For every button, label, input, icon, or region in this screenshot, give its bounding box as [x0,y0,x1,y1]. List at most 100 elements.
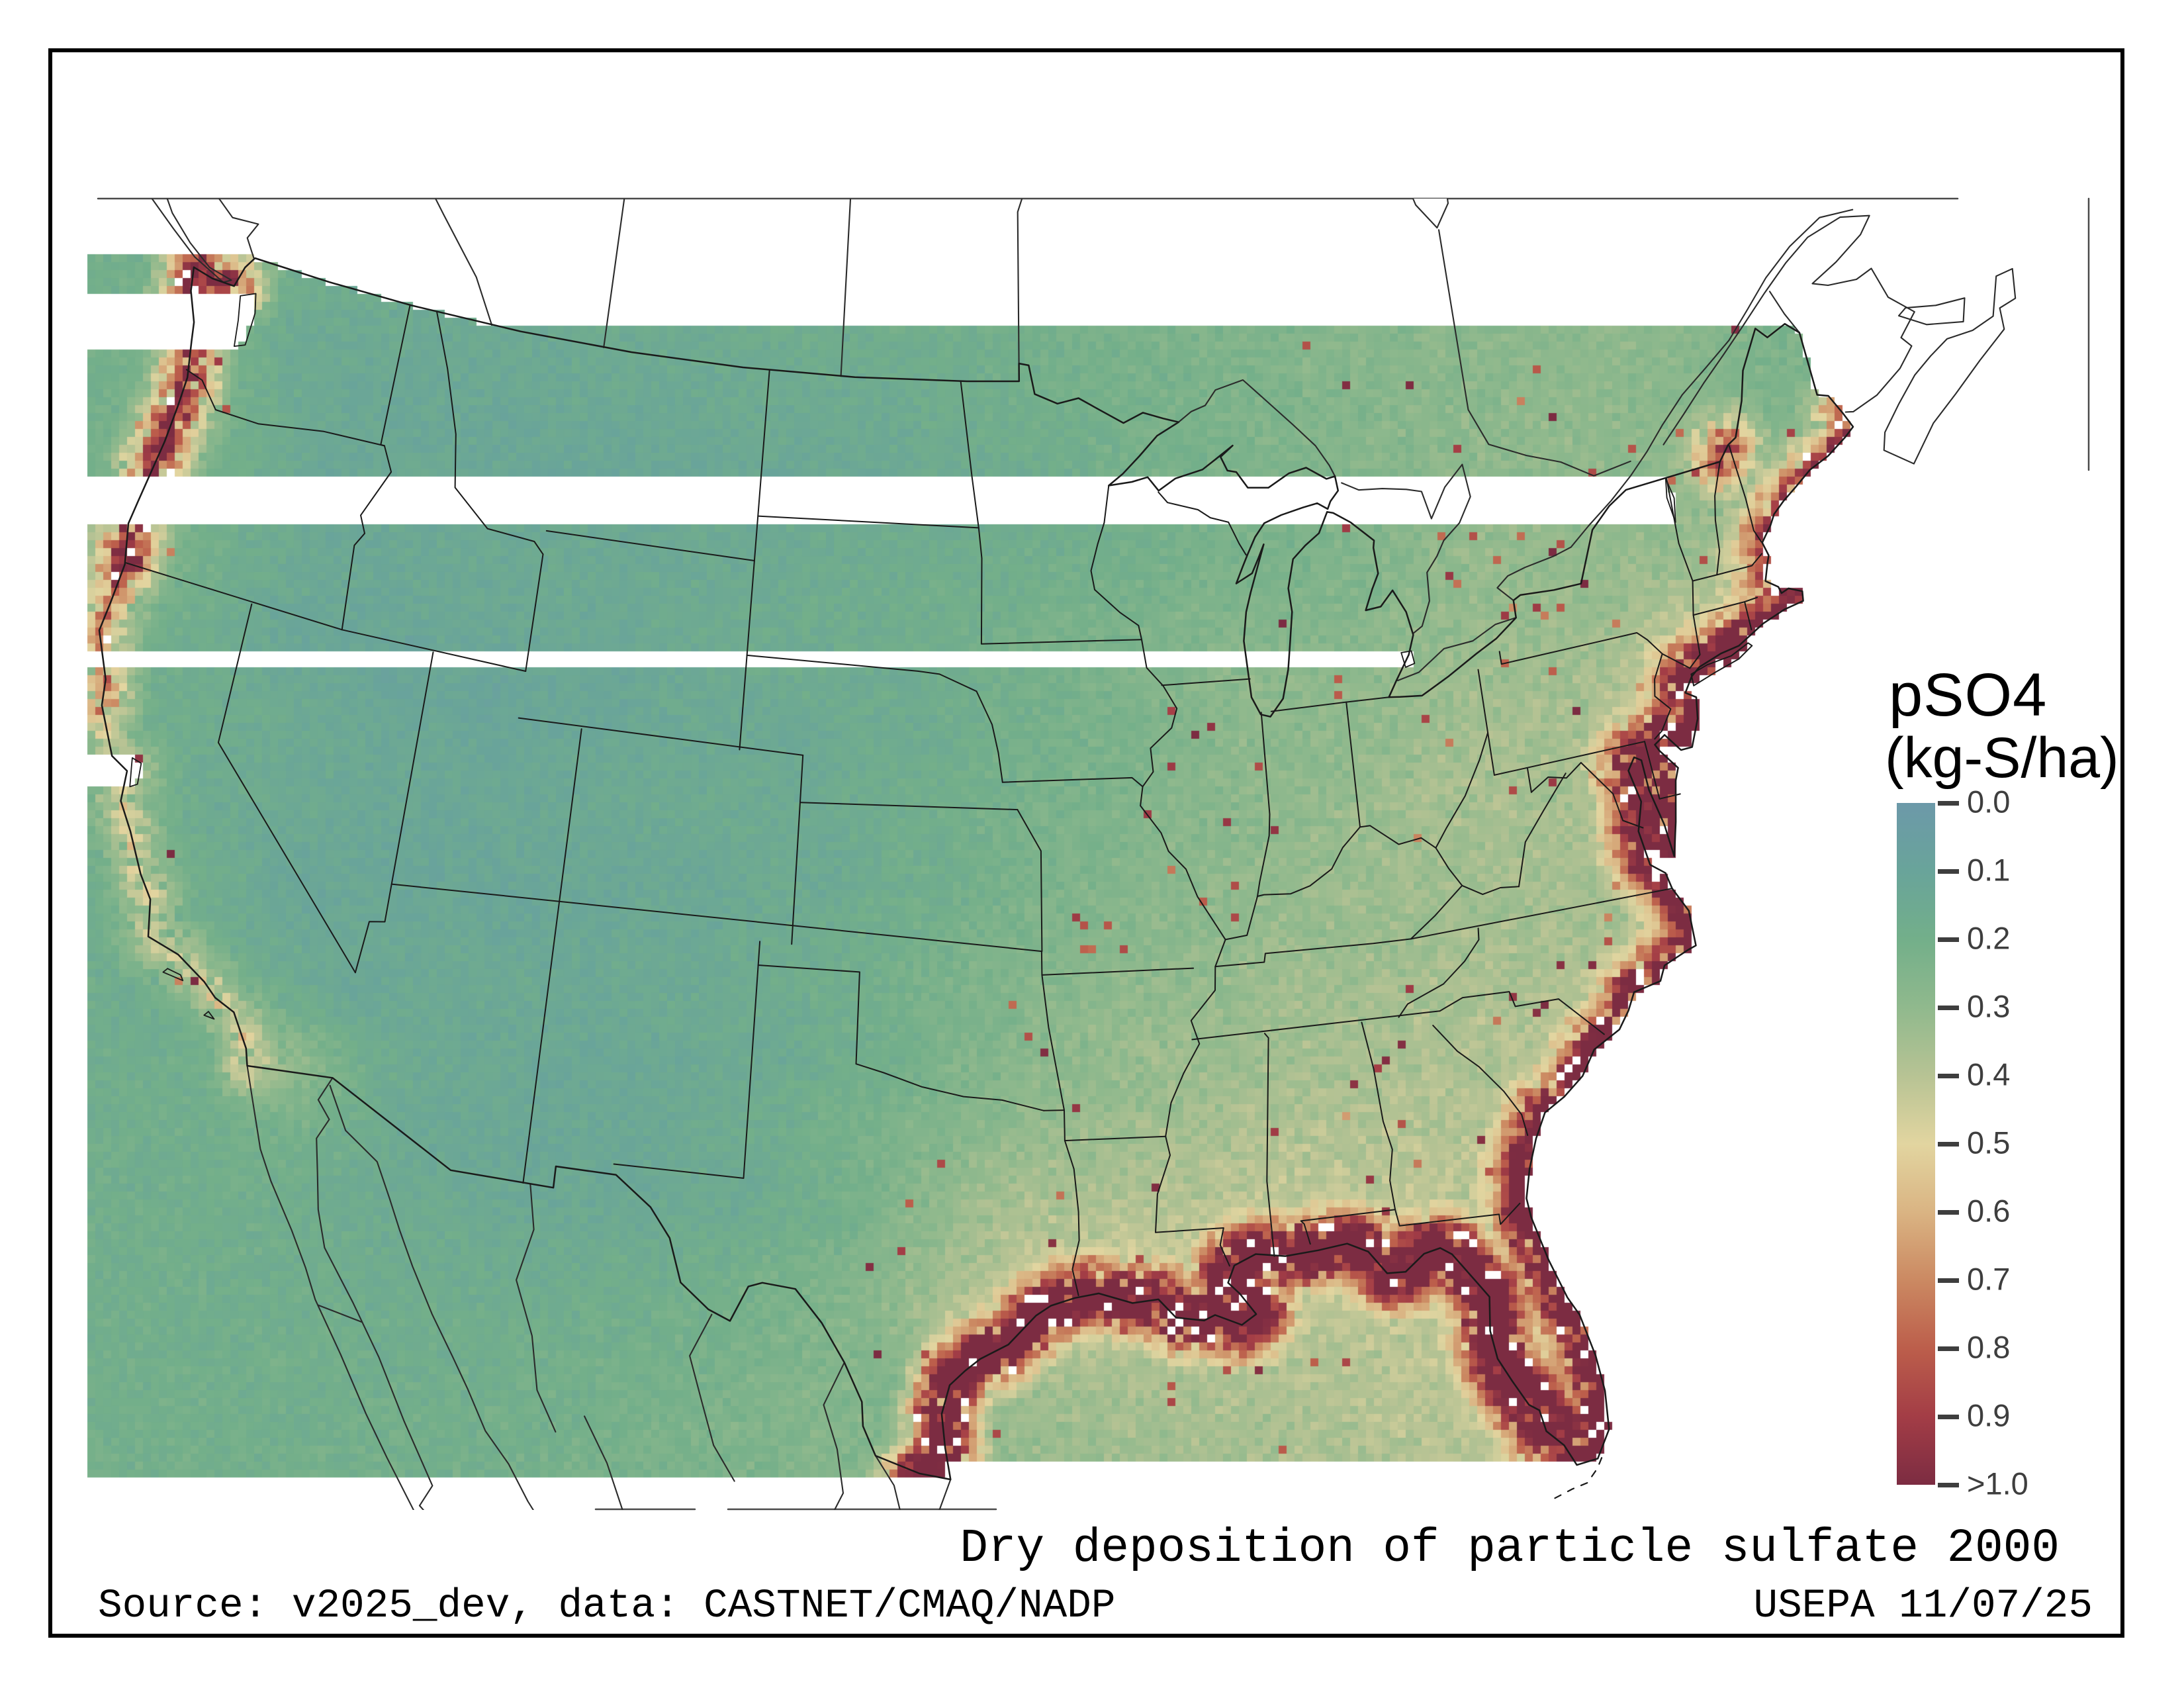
state-border [545,530,755,561]
james-bay-outline [1412,199,1449,229]
foreign-boundary [1496,525,1590,602]
state-border [1090,485,1230,1267]
state-border [1161,678,1251,686]
foreign-boundary [1662,214,1915,445]
state-border [1191,1010,1441,1041]
legend-tick-label: 0.8 [1967,1329,2011,1365]
island-outline [203,1011,215,1020]
legend-subtitle: (kg-S/ha) [1885,726,2119,790]
foreign-boundary [1883,267,2017,465]
state-border [799,802,1019,811]
us-outline [98,257,1854,1481]
legend-tick-label: >1.0 [1967,1466,2028,1501]
state-border [1064,1140,1080,1296]
state-border [613,941,761,1179]
island-outline [162,968,184,982]
source-note: Source: v2025_dev, data: CASTNET/CMAQ/NA… [98,1583,1116,1629]
state-border [1410,888,1672,940]
state-border [1270,696,1390,712]
state-border [518,717,804,756]
state-border [1017,809,1043,953]
plot-frame [48,48,2124,1638]
state-border [1530,762,1644,829]
state-border [522,728,582,1184]
state-border [217,603,356,974]
state-border [1665,477,1701,669]
legend-tick-label: 0.4 [1967,1056,2011,1092]
legend-tick-label: 0.6 [1967,1193,2011,1229]
foreign-boundary [1397,617,1517,682]
legend-tick-label: 0.1 [1967,852,2011,888]
inland-water-outline [1664,477,1676,523]
state-border [1692,553,1763,582]
legend-tick-label: 0.2 [1967,920,2011,956]
legend-tick-mark [1938,869,1959,874]
state-border [1527,767,1532,793]
foreign-boundary [151,199,232,283]
legend-tick-label: 0.3 [1967,988,2011,1024]
foreign-boundary [603,199,625,348]
state-border [1158,491,1247,556]
foreign-boundary [1017,199,1023,365]
state-border [757,964,1045,1111]
foreign-boundary [938,1478,952,1510]
state-border [1345,701,1361,828]
inland-water-outline [129,757,142,788]
legend-tick-label: 0.7 [1967,1261,2011,1297]
foreign-boundary [584,1415,623,1510]
state-border [1728,444,1762,543]
state-border [1043,1109,1065,1111]
legend-tick-mark [1938,1415,1959,1419]
state-border [1300,1209,1396,1245]
state-border [791,754,804,945]
state-border [1744,601,1752,631]
state-border [1040,951,1066,1142]
foreign-boundary [1768,291,1800,334]
state-border [1064,1135,1167,1142]
state-border [1654,653,1672,740]
legend-tick-mark [1938,1074,1959,1078]
foreign-boundary [516,1183,557,1433]
state-border [380,304,411,447]
state-border [1493,741,1645,776]
legend-tick-label: 0.5 [1967,1125,2011,1160]
legend-tick-mark [1938,1006,1959,1010]
state-border [960,380,1142,645]
state-border [746,654,978,692]
state-border [1224,712,1271,941]
legend-tick-mark [1938,1210,1959,1215]
foreign-boundary [840,199,852,377]
florida-keys [1553,1457,1603,1500]
state-border [1644,741,1681,800]
state-border [185,369,385,447]
legend-title: pSO4 [1889,661,2048,729]
state-border [341,629,527,672]
state-border [354,651,434,974]
state-border [1498,632,1663,665]
foreign-boundary [1588,209,1854,527]
legend-tick-mark [1938,1483,1959,1487]
legend-tick-mark [1938,1346,1959,1351]
state-border [976,690,1003,783]
legend-colorbar [1897,803,1935,1485]
state-border [1714,461,1721,576]
foreign-boundary [1897,297,1966,326]
inland-water-outline [234,293,257,347]
foreign-boundary [1437,229,1631,477]
state-border [1461,884,1520,896]
foreign-boundary [246,1064,433,1510]
state-border [757,515,979,529]
state-border [1263,1033,1275,1257]
legend-tick-mark [1938,937,1959,942]
long-island-outline [1690,642,1753,686]
state-border [1477,669,1495,776]
state-border [525,553,544,672]
state-border [341,445,392,631]
state-border [1661,653,1691,669]
legend-tick-mark [1938,801,1959,806]
state-border [1398,927,1480,1018]
state-border [1394,1202,1521,1227]
